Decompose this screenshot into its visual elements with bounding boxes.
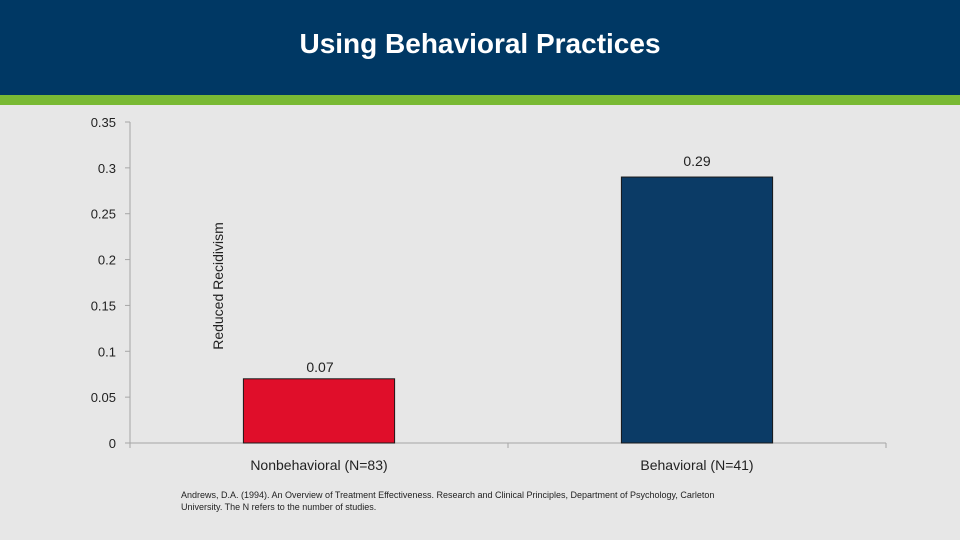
- data-label: 0.07: [306, 359, 333, 375]
- bar-nonbehavioral: [242, 378, 396, 444]
- y-tick-label: 0.25: [91, 207, 116, 222]
- accent-stripe: [0, 95, 960, 105]
- title-banner: [0, 0, 960, 95]
- y-tick-label: 0.35: [91, 115, 116, 130]
- slide-title: Using Behavioral Practices: [299, 28, 661, 59]
- y-tick-label: 0.1: [98, 344, 116, 359]
- y-tick-label: 0.3: [98, 161, 116, 176]
- y-tick-label: 0.05: [91, 390, 116, 405]
- y-axis-label: Reduced Recidivism: [210, 222, 226, 350]
- bar-behavioral: [620, 176, 774, 444]
- data-label: 0.29: [683, 153, 710, 169]
- y-tick-label: 0: [109, 436, 116, 451]
- y-tick-label: 0.2: [98, 253, 116, 268]
- x-category-label: Behavioral (N=41): [640, 457, 753, 473]
- y-tick-label: 0.15: [91, 298, 116, 313]
- x-category-label: Nonbehavioral (N=83): [250, 457, 387, 473]
- citation-footnote: Andrews, D.A. (1994). An Overview of Tre…: [181, 490, 715, 512]
